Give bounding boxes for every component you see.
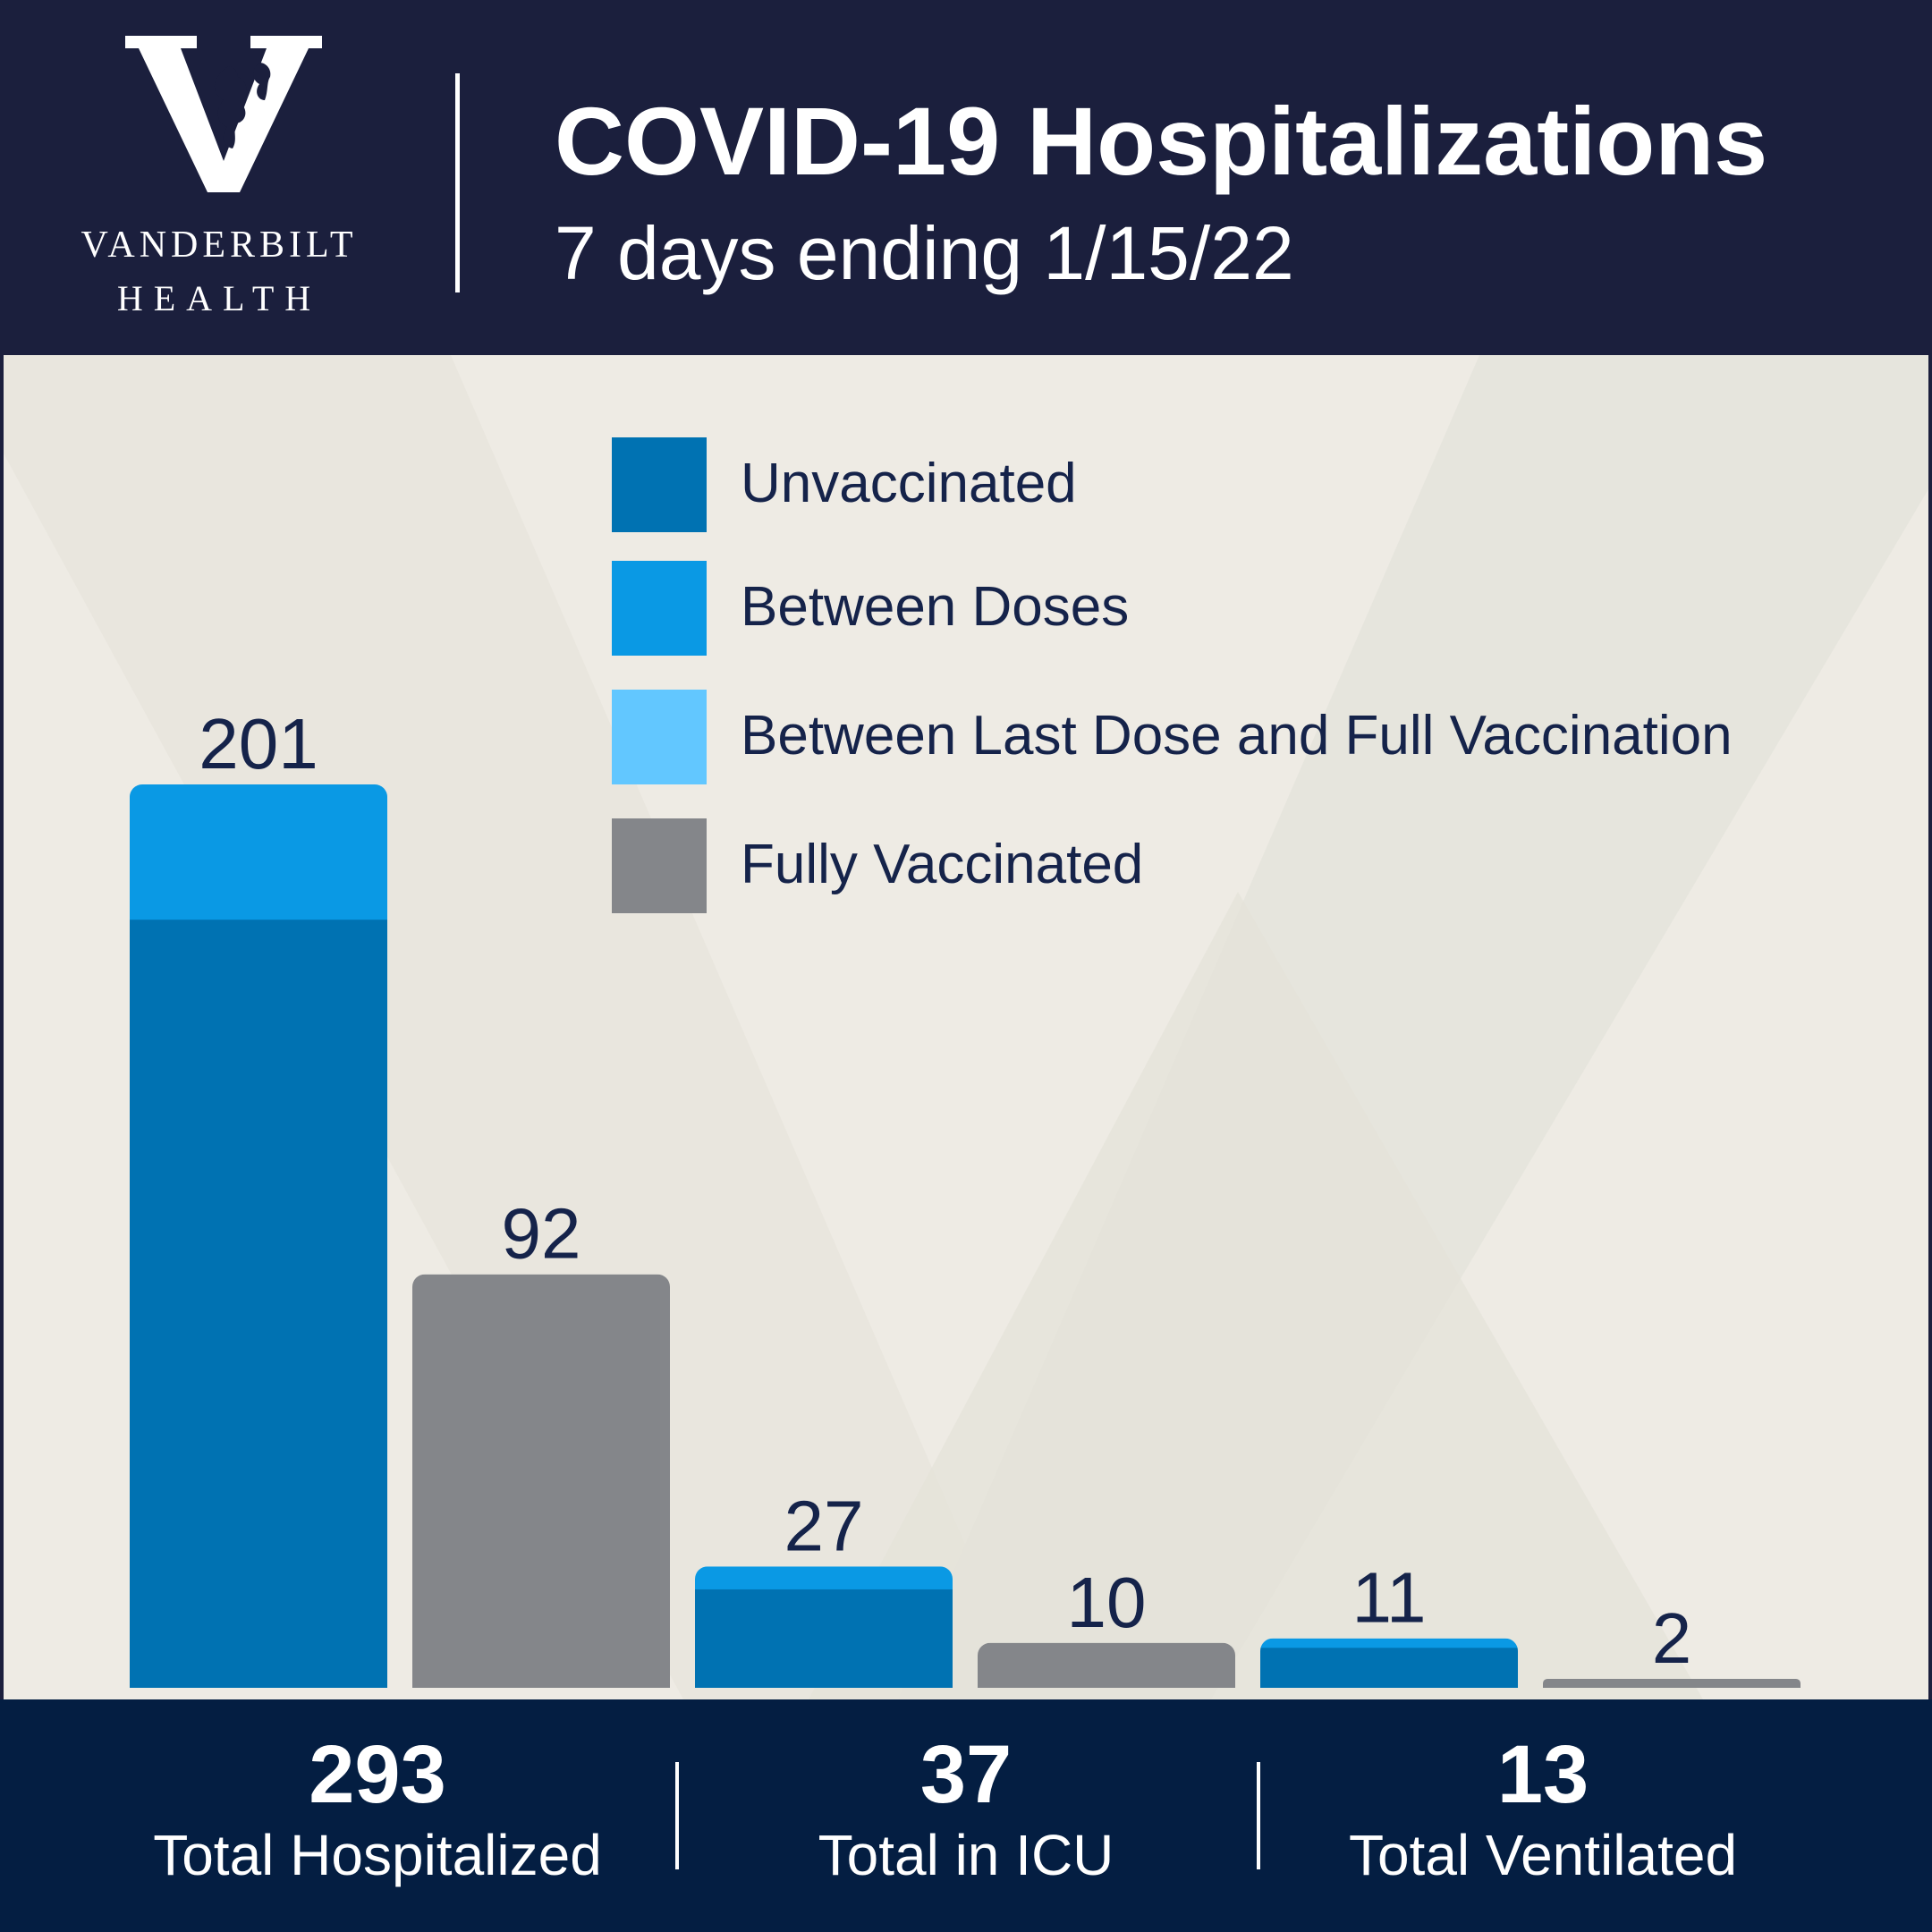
bar-value-label: 92	[502, 1194, 581, 1274]
background-light-rays	[4, 355, 1928, 1699]
bar-segment-unvaccinated	[695, 1589, 953, 1688]
bar-total-in-icu-fully-vaccinated: 10	[978, 1563, 1235, 1688]
legend-item-between-doses: Between Doses	[612, 561, 1775, 656]
stat-label-icu: Total in ICU	[818, 1823, 1114, 1887]
bar-total-in-icu-not-fully-vaccinated: 27	[695, 1486, 953, 1688]
legend-item-fully-vaccinated: Fully Vaccinated	[612, 818, 1775, 913]
bar-segment-fully-vaccinated	[412, 1274, 670, 1688]
header-band: VANDERBILT HEALTH COVID-19 Hospitalizati…	[0, 0, 1932, 355]
bar-total-ventilated-not-fully-vaccinated: 11	[1260, 1558, 1518, 1688]
legend-swatch-fully-vaccinated	[612, 818, 707, 913]
bar-value-label: 27	[784, 1486, 864, 1565]
legend-label-between-doses: Between Doses	[741, 576, 1130, 638]
stat-value-ventilated: 13	[1496, 1729, 1589, 1820]
legend-label-unvaccinated: Unvaccinated	[741, 453, 1077, 514]
brand-name-vanderbilt: VANDERBILT	[80, 225, 358, 266]
bar-segment-between-doses	[1260, 1638, 1518, 1648]
bar-value-label: 201	[199, 704, 318, 784]
stat-total-hospitalized: 293 Total Hospitalized	[87, 1733, 668, 1884]
bar-total-hospitalized-not-fully-vaccinated: 201	[130, 704, 387, 1688]
stat-value-hospitalized: 293	[309, 1729, 446, 1820]
footer-divider	[1257, 1762, 1260, 1869]
brand-name-health: HEALTH	[116, 278, 322, 318]
legend-item-unvaccinated: Unvaccinated	[612, 437, 1775, 532]
legend-label-fully-vaccinated: Fully Vaccinated	[741, 834, 1144, 895]
header-divider	[455, 73, 460, 292]
chart-panel: Unvaccinated Between Doses Between Last …	[4, 355, 1928, 1699]
footer-divider	[675, 1762, 679, 1869]
legend-swatch-between-last-dose	[612, 690, 707, 784]
bar-segment-fully-vaccinated	[1543, 1678, 1801, 1688]
stat-total-icu: 37 Total in ICU	[675, 1733, 1257, 1884]
stat-value-icu: 37	[919, 1729, 1013, 1820]
page-title: COVID-19 Hospitalizations	[555, 87, 1768, 195]
totals-footer: 293 Total Hospitalized 37 Total in ICU 1…	[0, 1699, 1932, 1932]
legend-swatch-between-doses	[612, 561, 707, 656]
legend-label-between-last-dose: Between Last Dose and Full Vaccination	[741, 705, 1733, 767]
legend-item-between-last-dose: Between Last Dose and Full Vaccination	[612, 690, 1775, 784]
stat-total-ventilated: 13 Total Ventilated	[1252, 1733, 1834, 1884]
legend-swatch-unvaccinated	[612, 437, 707, 532]
bar-value-label: 11	[1352, 1558, 1426, 1638]
bar-chart: 201 92 27 10 11 2	[130, 704, 1801, 1688]
bar-segment-unvaccinated	[1260, 1647, 1518, 1688]
bar-segment-fully-vaccinated	[978, 1642, 1235, 1688]
bar-total-hospitalized-fully-vaccinated: 92	[412, 1194, 670, 1688]
bar-segment-between-doses	[695, 1566, 953, 1589]
bar-segment-unvaccinated	[130, 919, 387, 1688]
vanderbilt-v-oak-leaf-icon	[125, 36, 322, 192]
bar-value-label: 10	[1067, 1563, 1147, 1642]
vanderbilt-health-logo: VANDERBILT HEALTH	[54, 36, 394, 331]
page-subtitle: 7 days ending 1/15/22	[555, 211, 1294, 295]
bar-segment-between-doses	[130, 784, 387, 920]
stat-label-ventilated: Total Ventilated	[1348, 1823, 1738, 1887]
stat-label-hospitalized: Total Hospitalized	[153, 1823, 602, 1887]
bar-total-ventilated-fully-vaccinated: 2	[1543, 1598, 1801, 1688]
bar-value-label: 2	[1652, 1598, 1692, 1678]
